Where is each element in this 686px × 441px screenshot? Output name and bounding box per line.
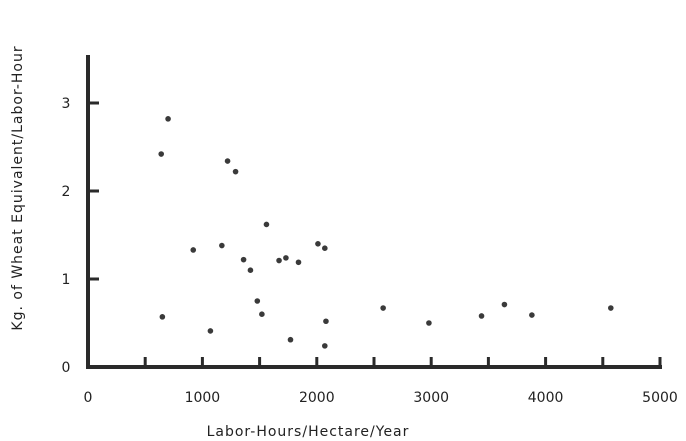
y-tick-label: 1	[62, 272, 71, 288]
x-tick-label: 4000	[528, 390, 564, 406]
tick-labels-layer: 0 1 2 3 0 1000 2000 3000 4000 5000	[62, 96, 678, 406]
data-point	[529, 312, 535, 318]
data-point	[232, 168, 239, 175]
data-point	[478, 313, 485, 319]
data-point	[219, 242, 225, 249]
x-tick-label: 5000	[642, 390, 678, 406]
points-layer	[158, 116, 614, 349]
data-point	[608, 305, 614, 311]
data-point	[322, 245, 328, 251]
x-tick-label: 3000	[413, 390, 449, 406]
data-point	[322, 343, 328, 349]
data-point	[276, 257, 282, 264]
y-tick-label: 0	[62, 360, 71, 376]
data-point	[295, 259, 302, 266]
ticks-layer	[88, 101, 662, 367]
data-point	[263, 221, 270, 228]
data-point	[207, 328, 214, 334]
data-point	[426, 320, 432, 326]
data-point	[158, 151, 165, 157]
x-axis-title: Labor-Hours/Hectare/Year	[207, 424, 410, 440]
y-tick-label: 2	[62, 184, 71, 200]
y-axis-title: Kg. of Wheat Equivalent/Labor-Hour	[10, 45, 26, 330]
y-tick-label: 3	[62, 96, 71, 112]
data-point	[240, 256, 247, 263]
data-point	[165, 116, 171, 122]
x-tick-label: 2000	[299, 390, 335, 406]
data-point	[190, 247, 197, 253]
x-tick-label: 0	[84, 390, 93, 406]
data-point	[315, 241, 321, 247]
data-point	[283, 255, 289, 261]
data-point	[501, 301, 508, 308]
data-point	[323, 318, 329, 325]
data-point	[259, 311, 265, 318]
data-point	[254, 298, 261, 304]
data-point	[247, 267, 254, 274]
x-tick-label: 1000	[185, 390, 221, 406]
data-point	[159, 314, 166, 320]
data-point	[224, 158, 231, 164]
axes-layer	[86, 55, 662, 369]
data-point	[380, 305, 386, 311]
data-point	[287, 336, 294, 343]
